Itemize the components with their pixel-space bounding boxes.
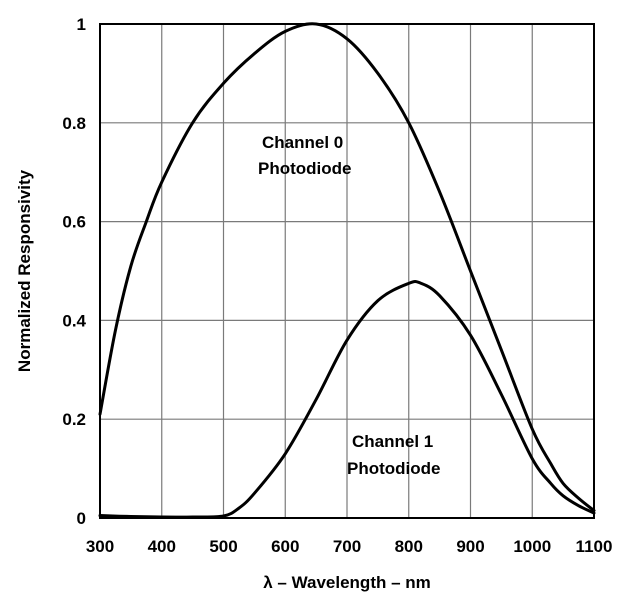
- x-tick-label-500: 500: [209, 537, 237, 556]
- plot-frame: [99, 23, 595, 519]
- tick-labels: 300 400 500 600 700 800 900 1000 1100 0 0.2 0.4 0.6 0…: [62, 15, 612, 556]
- x-tick-label-600: 600: [271, 537, 299, 556]
- x-tick-label-900: 900: [456, 537, 484, 556]
- x-tick-label-800: 800: [395, 537, 423, 556]
- x-tick-label-1100: 1100: [576, 537, 613, 556]
- grid: [99, 23, 595, 519]
- x-tick-label-400: 400: [148, 537, 176, 556]
- x-tick-label-1000: 1000: [513, 537, 551, 556]
- series-line-channel-0: [98, 22, 596, 513]
- y-tick-label-0.4: 0.4: [62, 311, 86, 330]
- y-axis-label: Normalized Responsivity: [15, 169, 34, 372]
- channel-1-annotation-line1: Channel 1: [352, 432, 433, 451]
- y-tick-label-0: 0: [77, 509, 86, 528]
- x-axis-label: λ – Wavelength – nm: [263, 573, 431, 592]
- channel-0-annotation-line1: Channel 0: [262, 133, 343, 152]
- y-tick-label-1: 1: [77, 15, 86, 34]
- channel-1-annotation-line2: Photodiode: [347, 459, 440, 478]
- y-tick-label-0.8: 0.8: [62, 114, 86, 133]
- channel-0-annotation-line2: Photodiode: [258, 159, 351, 178]
- x-tick-label-300: 300: [86, 537, 114, 556]
- x-tick-label-700: 700: [333, 537, 361, 556]
- y-tick-label-0.6: 0.6: [62, 213, 86, 232]
- y-tick-label-0.2: 0.2: [62, 410, 86, 429]
